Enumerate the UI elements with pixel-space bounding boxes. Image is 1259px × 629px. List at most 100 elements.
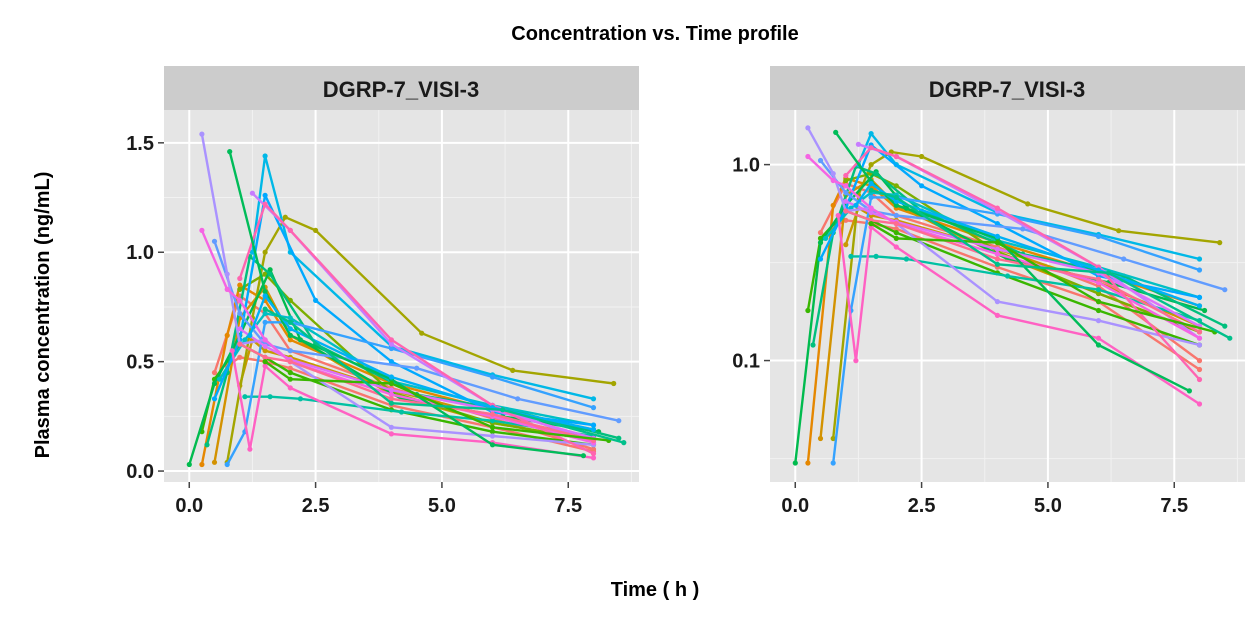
- strip-label-right: DGRP-7_VISI-3: [929, 77, 1086, 102]
- data-point: [903, 256, 910, 262]
- data-point: [817, 256, 824, 262]
- data-point: [287, 227, 293, 233]
- data-point: [1095, 342, 1102, 348]
- data-point: [1095, 276, 1102, 282]
- data-point: [994, 261, 1001, 267]
- data-point: [217, 376, 223, 382]
- data-point: [817, 435, 824, 442]
- data-point: [893, 194, 899, 200]
- data-point: [621, 440, 627, 446]
- data-point: [1116, 228, 1122, 234]
- data-point: [489, 433, 496, 439]
- data-point: [830, 177, 836, 184]
- data-point: [893, 202, 899, 208]
- x-tick-label: 5.0: [428, 495, 456, 517]
- data-point: [1186, 388, 1192, 394]
- series-line-19: [845, 200, 1201, 328]
- data-point: [242, 394, 248, 400]
- data-point: [267, 394, 273, 400]
- data-point: [388, 387, 394, 393]
- data-point: [287, 337, 293, 343]
- data-point: [224, 271, 230, 277]
- data-point: [873, 171, 879, 177]
- strip-right: [770, 66, 1245, 110]
- data-point: [1020, 226, 1026, 232]
- data-point: [500, 407, 506, 413]
- data-point: [868, 145, 874, 151]
- data-point: [1196, 335, 1203, 341]
- data-point: [1222, 323, 1228, 329]
- data-point: [262, 343, 268, 349]
- data-point: [1095, 290, 1102, 297]
- data-point: [590, 426, 597, 433]
- data-point: [805, 153, 811, 160]
- data-point: [994, 246, 1001, 252]
- data-point: [224, 461, 230, 468]
- y-tick-labels-right: 0.1 1.0: [732, 155, 770, 373]
- data-point: [388, 374, 394, 380]
- series-line-22: [844, 146, 1201, 381]
- data-point: [855, 141, 862, 147]
- data-point: [868, 209, 874, 216]
- data-point: [994, 312, 1001, 318]
- data-point: [1217, 240, 1223, 246]
- data-point: [287, 319, 293, 325]
- data-point: [823, 235, 829, 241]
- data-point: [224, 286, 230, 292]
- data-point: [590, 451, 597, 457]
- data-point: [388, 396, 394, 402]
- data-point: [510, 367, 516, 373]
- data-point: [868, 181, 874, 187]
- data-point: [287, 359, 293, 365]
- data-point: [237, 286, 243, 292]
- data-point: [515, 396, 521, 402]
- data-point: [388, 424, 394, 430]
- data-point: [1095, 287, 1102, 293]
- data-point: [287, 315, 293, 321]
- data-point: [805, 307, 811, 314]
- data-point: [262, 306, 268, 312]
- y-tick-labels-left: 0.0 0.5 1.0 1.5: [126, 133, 164, 483]
- data-point: [1196, 358, 1203, 364]
- data-point: [282, 214, 288, 220]
- data-point: [262, 319, 268, 325]
- data-point: [242, 337, 248, 343]
- data-point: [237, 297, 243, 303]
- data-point: [919, 183, 925, 189]
- data-point: [843, 208, 849, 214]
- strip-left: [164, 66, 639, 110]
- data-point: [262, 249, 268, 255]
- data-point: [247, 446, 253, 452]
- data-point: [227, 149, 233, 155]
- data-point: [1196, 342, 1203, 348]
- data-point: [199, 461, 205, 468]
- data-point: [805, 460, 811, 466]
- series-layer-right: [792, 125, 1233, 466]
- data-point: [1196, 267, 1203, 273]
- data-point: [489, 411, 496, 417]
- data-point: [835, 212, 841, 219]
- data-point: [237, 282, 243, 288]
- data-point: [843, 190, 849, 196]
- data-point: [843, 183, 849, 189]
- data-point: [262, 363, 268, 369]
- data-point: [262, 354, 268, 360]
- data-point: [843, 242, 849, 248]
- data-point: [868, 187, 874, 193]
- data-point: [830, 202, 836, 208]
- data-point: [893, 226, 899, 232]
- data-point: [1095, 335, 1102, 341]
- data-point: [1202, 307, 1208, 314]
- data-point: [199, 227, 205, 233]
- data-point: [868, 205, 874, 211]
- data-point: [580, 453, 587, 459]
- data-point: [1025, 201, 1031, 207]
- series-line-6: [226, 216, 614, 463]
- data-point: [287, 332, 293, 338]
- data-point: [262, 310, 268, 317]
- data-point: [1095, 307, 1102, 314]
- data-point: [237, 275, 243, 282]
- data-point: [267, 271, 273, 277]
- data-point: [211, 370, 218, 376]
- data-point: [1196, 256, 1203, 262]
